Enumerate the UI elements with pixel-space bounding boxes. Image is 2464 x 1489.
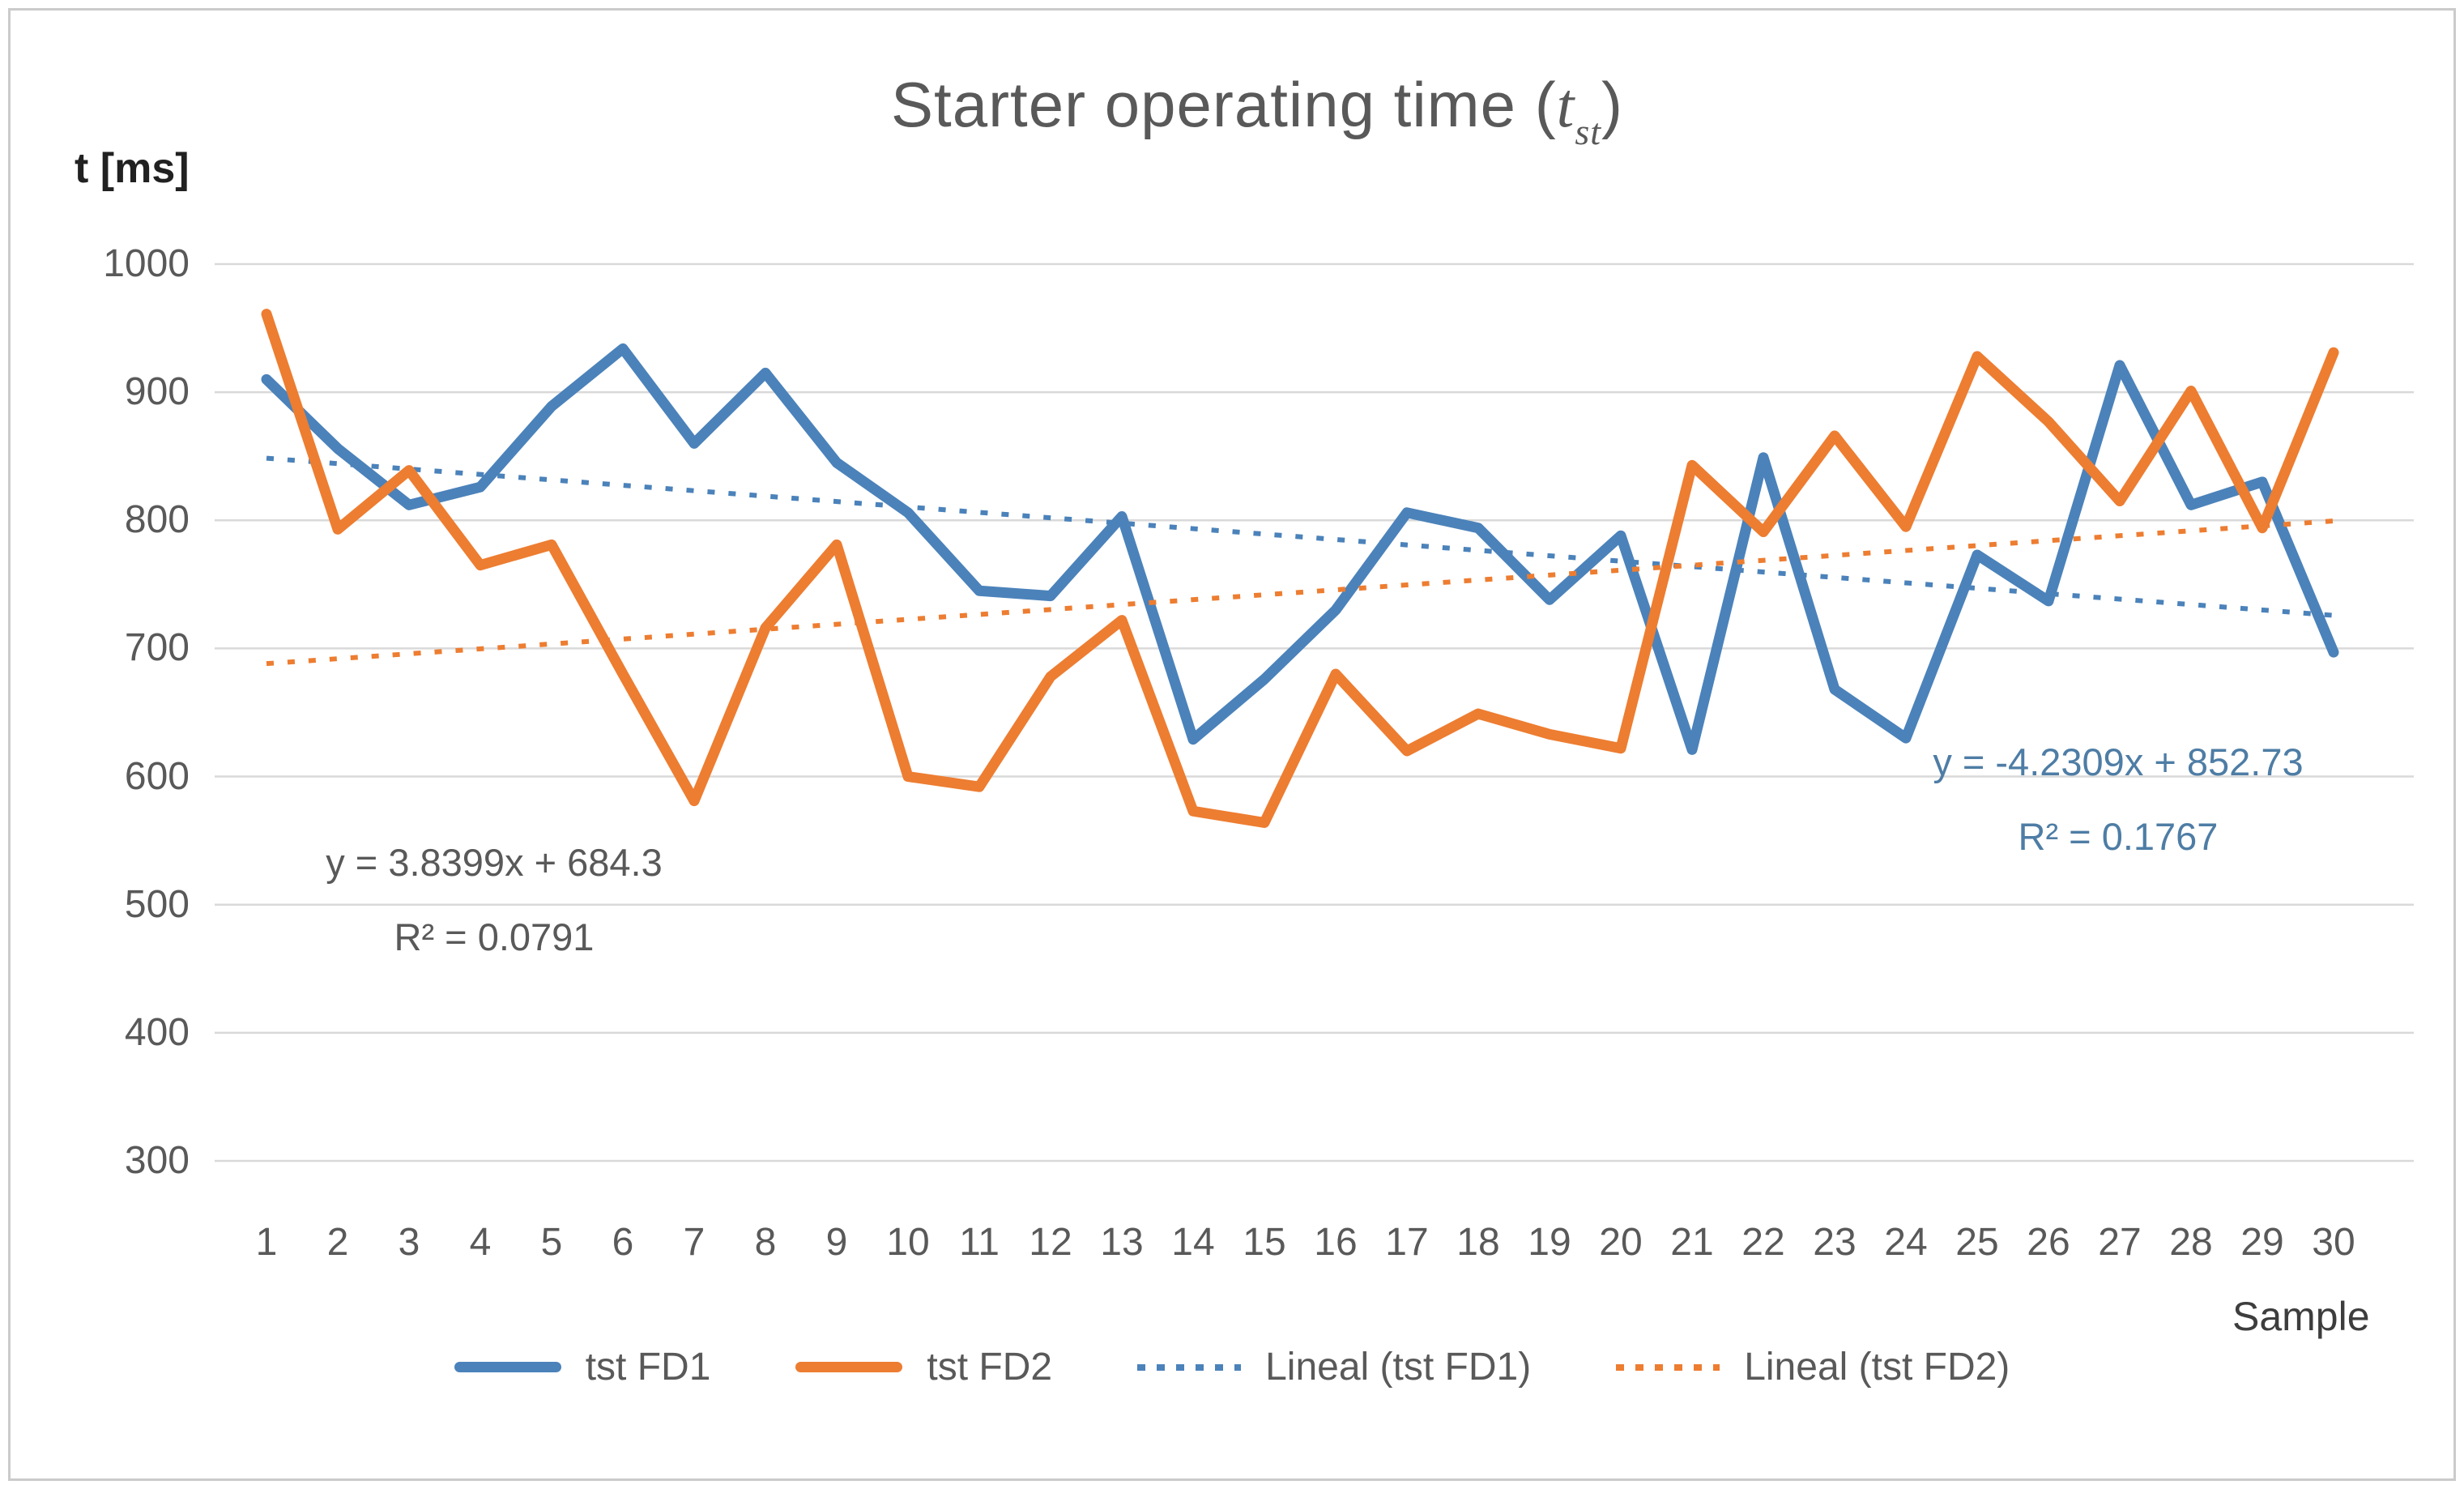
chart-title-variable: t bbox=[1556, 70, 1575, 140]
trendline-equation-fd2-r-squared: R² = 0.0791 bbox=[394, 915, 595, 958]
legend-solid-line-swatch bbox=[795, 1362, 903, 1372]
x-tick-label-5: 5 bbox=[540, 1221, 563, 1264]
y-tick-label-500: 500 bbox=[124, 882, 190, 926]
x-tick-label-1: 1 bbox=[255, 1221, 278, 1264]
y-tick-label-300: 300 bbox=[124, 1138, 190, 1182]
x-tick-label-21: 21 bbox=[1670, 1221, 1714, 1264]
trendline-tst-fd1 bbox=[266, 455, 2334, 618]
x-tick-label-11: 11 bbox=[959, 1221, 1000, 1264]
chart-title: Starter operating time (tst) bbox=[890, 68, 1624, 151]
x-tick-label-12: 12 bbox=[1029, 1221, 1072, 1264]
x-tick-label-15: 15 bbox=[1243, 1221, 1286, 1264]
legend-dotted-line-swatch bbox=[1137, 1363, 1242, 1371]
trendline-equation-fd1-r-squared: R² = 0.1767 bbox=[2018, 815, 2219, 858]
legend-label: tst FD2 bbox=[927, 1346, 1053, 1389]
x-tick-label-25: 25 bbox=[1955, 1221, 1999, 1264]
legend-dotted-line-swatch bbox=[1616, 1363, 1720, 1371]
x-tick-label-2: 2 bbox=[326, 1221, 349, 1264]
series-line-tst-fd1 bbox=[261, 343, 2339, 755]
x-tick-label-29: 29 bbox=[2240, 1221, 2284, 1264]
legend-item-2: tst FD2 bbox=[795, 1345, 1052, 1389]
x-tick-label-23: 23 bbox=[1813, 1221, 1857, 1264]
x-tick-label-17: 17 bbox=[1385, 1221, 1429, 1264]
chart-legend: tst FD1 tst FD2 Lineal (tst FD1) Lineal (ts… bbox=[0, 1345, 2464, 1389]
x-tick-label-24: 24 bbox=[1884, 1221, 1928, 1264]
x-tick-label-28: 28 bbox=[2169, 1221, 2213, 1264]
x-tick-label-7: 7 bbox=[683, 1221, 706, 1264]
x-tick-label-3: 3 bbox=[398, 1221, 420, 1264]
chart-title-suffix: ) bbox=[1601, 69, 1624, 140]
x-tick-label-8: 8 bbox=[754, 1221, 777, 1264]
x-tick-label-9: 9 bbox=[825, 1221, 848, 1264]
x-axis-title: Sample bbox=[2232, 1294, 2370, 1339]
legend-label: tst FD1 bbox=[585, 1346, 711, 1389]
y-axis-title: t [ms] bbox=[75, 145, 190, 192]
x-tick-label-26: 26 bbox=[2027, 1221, 2070, 1264]
trendline-equation-fd1-formula: y = -4.2309x + 852.73 bbox=[1933, 740, 2304, 783]
y-tick-label-700: 700 bbox=[124, 626, 190, 670]
legend-item-4: Lineal (tst FD2) bbox=[1616, 1345, 2010, 1389]
trendline-tst-fd2 bbox=[266, 518, 2334, 667]
trendline-equation-fd2-formula: y = 3.8399x + 684.3 bbox=[326, 841, 663, 884]
x-tick-label-19: 19 bbox=[1528, 1221, 1571, 1264]
x-tick-label-16: 16 bbox=[1314, 1221, 1358, 1264]
x-tick-label-22: 22 bbox=[1741, 1221, 1785, 1264]
x-tick-label-30: 30 bbox=[2312, 1221, 2355, 1264]
legend-item-1: tst FD1 bbox=[454, 1345, 711, 1389]
chart-title-subscript: st bbox=[1575, 111, 1602, 152]
x-tick-label-6: 6 bbox=[612, 1221, 634, 1264]
x-tick-label-18: 18 bbox=[1456, 1221, 1500, 1264]
x-tick-label-10: 10 bbox=[886, 1221, 930, 1264]
y-tick-label-800: 800 bbox=[124, 498, 190, 542]
y-tick-label-1000: 1000 bbox=[103, 242, 190, 285]
x-tick-label-27: 27 bbox=[2098, 1221, 2142, 1264]
legend-label: Lineal (tst FD1) bbox=[1265, 1346, 1532, 1389]
x-tick-label-13: 13 bbox=[1100, 1221, 1144, 1264]
legend-item-3: Lineal (tst FD1) bbox=[1137, 1345, 1531, 1389]
y-tick-label-600: 600 bbox=[124, 754, 190, 798]
x-tick-label-20: 20 bbox=[1599, 1221, 1643, 1264]
trendline-equation-fd2: y = 3.8399x + 684.3 R² = 0.0791 bbox=[211, 843, 778, 958]
legend-solid-line-swatch bbox=[454, 1362, 561, 1372]
chart-title-text: Starter operating time ( bbox=[890, 69, 1557, 140]
x-tick-label-4: 4 bbox=[469, 1221, 492, 1264]
y-tick-label-400: 400 bbox=[124, 1010, 190, 1054]
y-tick-label-900: 900 bbox=[124, 370, 190, 414]
x-tick-label-14: 14 bbox=[1171, 1221, 1215, 1264]
trendline-equation-fd1: y = -4.2309x + 852.73 R² = 0.1767 bbox=[1827, 742, 2410, 857]
series-line-tst-fd2 bbox=[261, 309, 2339, 828]
legend-label: Lineal (tst FD2) bbox=[1744, 1346, 2010, 1389]
